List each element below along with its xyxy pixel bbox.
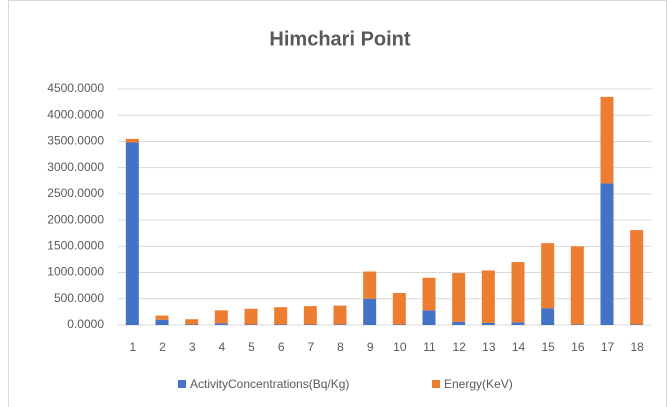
bar-segment <box>274 307 288 325</box>
x-tick-label: 1 <box>129 340 136 354</box>
bar-segment <box>392 324 406 325</box>
x-tick-label: 2 <box>159 340 166 354</box>
legend-label: ActivityConcentrations(Bq/Kg) <box>190 377 349 391</box>
y-tick-label: 500.0000 <box>54 291 104 305</box>
x-tick-label: 18 <box>630 340 644 354</box>
bar-segment <box>392 293 406 325</box>
bar-segment <box>600 183 614 325</box>
bar-segment <box>630 324 644 325</box>
bar-segment <box>452 273 466 322</box>
chart-title: Himchari Point <box>269 28 410 50</box>
y-tick-label: 4000.0000 <box>47 107 104 121</box>
x-tick-label: 13 <box>482 340 496 354</box>
x-tick-label: 3 <box>189 340 196 354</box>
legend-swatch <box>178 380 186 388</box>
x-tick-label: 8 <box>337 340 344 354</box>
bar-segment <box>125 138 139 143</box>
bar-segment <box>333 305 347 325</box>
y-tick-label: 3500.0000 <box>47 134 104 148</box>
y-tick-label: 2000.0000 <box>47 212 104 226</box>
y-tick-label: 4500.0000 <box>47 81 104 95</box>
bar-segment <box>511 322 525 325</box>
bar-segment <box>600 96 614 184</box>
bar-segment <box>630 230 644 325</box>
y-tick-label: 1500.0000 <box>47 239 104 253</box>
bar-segment <box>422 310 436 325</box>
x-tick-label: 7 <box>307 340 314 354</box>
bar-segment <box>363 298 377 325</box>
y-tick-label: 1000.0000 <box>47 265 104 279</box>
x-tick-label: 12 <box>452 340 466 354</box>
bar-segment <box>570 246 584 325</box>
bar-segment <box>185 319 199 325</box>
bar-segment <box>214 310 228 324</box>
y-tick-label: 2500.0000 <box>47 186 104 200</box>
y-tick-label: 0.0000 <box>67 317 104 331</box>
bar-segment <box>125 142 139 325</box>
bar-segment <box>452 321 466 325</box>
bar-segment <box>363 271 377 299</box>
y-tick-label: 3000.0000 <box>47 160 104 174</box>
bar-segment <box>481 270 495 323</box>
bar-segment <box>214 323 228 325</box>
x-tick-label: 6 <box>278 340 285 354</box>
x-tick-label: 9 <box>367 340 374 354</box>
legend-label: Energy(KeV) <box>444 377 513 391</box>
bar-segment <box>481 322 495 325</box>
bar-segment <box>244 324 258 325</box>
bar-segment <box>541 308 555 325</box>
bar-segment <box>541 243 555 309</box>
x-tick-label: 15 <box>541 340 555 354</box>
x-tick-label: 5 <box>248 340 255 354</box>
bar-segment <box>511 262 525 323</box>
bar-segment <box>274 324 288 325</box>
x-tick-label: 11 <box>423 340 436 354</box>
bar-segment <box>155 319 169 325</box>
bar-segment <box>303 306 317 325</box>
bar-segment <box>570 324 584 325</box>
bar-segment <box>185 324 199 325</box>
legend-swatch <box>432 380 440 388</box>
x-tick-label: 10 <box>393 340 407 354</box>
bar-segment <box>333 324 347 325</box>
bar-segment <box>244 308 258 325</box>
x-tick-label: 17 <box>601 340 615 354</box>
chart-frame <box>8 0 667 407</box>
x-tick-label: 14 <box>512 340 526 354</box>
bar-segment <box>303 324 317 325</box>
x-tick-label: 16 <box>571 340 585 354</box>
bar-segment <box>422 277 436 311</box>
bar-segment <box>155 315 169 320</box>
x-tick-label: 4 <box>218 340 225 354</box>
